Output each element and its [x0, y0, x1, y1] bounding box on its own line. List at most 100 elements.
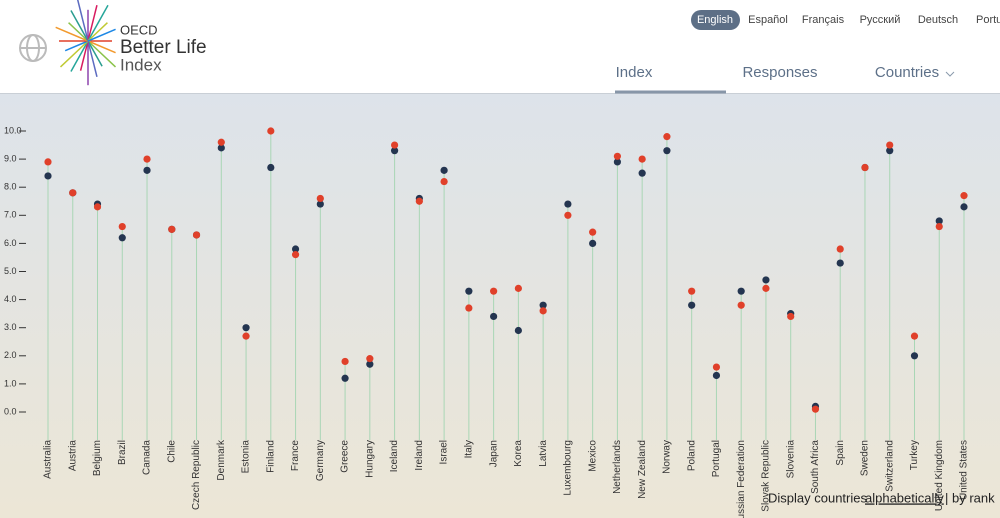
dot[interactable] [366, 360, 374, 368]
country-label[interactable]: Greece [340, 440, 351, 473]
country-label[interactable]: Czech Republic [191, 440, 202, 510]
dot[interactable] [886, 141, 894, 149]
sort-rank[interactable]: by rank [952, 490, 995, 505]
country-label[interactable]: Chile [166, 440, 177, 463]
dot[interactable] [589, 239, 597, 247]
dot[interactable] [886, 147, 894, 155]
dot[interactable] [613, 158, 622, 166]
dot[interactable] [564, 200, 572, 208]
country-label[interactable]: Estonia [241, 440, 252, 474]
country-label[interactable]: Netherlands [612, 440, 623, 494]
dot[interactable] [267, 127, 275, 135]
dot[interactable] [366, 355, 374, 363]
dot[interactable] [589, 228, 597, 236]
country-label[interactable]: Hungary [364, 440, 375, 478]
country-label[interactable]: Israel [439, 440, 450, 464]
country-label[interactable]: South Africa [810, 440, 821, 494]
dot[interactable] [490, 312, 498, 321]
country-label[interactable]: Brazil [117, 440, 128, 465]
country-label[interactable]: Germany [315, 440, 326, 481]
country-label[interactable]: United Kingdom [934, 440, 945, 511]
dot[interactable] [143, 166, 151, 174]
dot[interactable] [539, 301, 547, 309]
language[interactable]: Français [802, 14, 845, 26]
country-label[interactable]: Portugal [711, 440, 722, 477]
dot[interactable] [168, 225, 176, 233]
dot[interactable] [935, 217, 943, 225]
dot[interactable] [440, 177, 448, 186]
country-label[interactable]: United States [959, 440, 970, 500]
dot[interactable] [737, 287, 745, 295]
dot[interactable] [118, 234, 126, 242]
dot[interactable] [341, 374, 349, 382]
dot[interactable] [390, 141, 399, 149]
dot[interactable] [291, 245, 300, 253]
country-label[interactable]: Luxembourg [563, 440, 574, 496]
dot[interactable] [638, 169, 646, 177]
sort-alpha[interactable]: alphabetically [865, 490, 944, 505]
dot[interactable] [465, 287, 473, 295]
country-label[interactable]: Latvia [538, 440, 549, 467]
dot[interactable] [242, 324, 250, 332]
dot[interactable] [514, 326, 522, 335]
dot[interactable] [910, 352, 919, 360]
country-label[interactable]: Belgium [92, 440, 103, 476]
dot[interactable] [688, 287, 696, 295]
dot[interactable] [143, 155, 151, 163]
dot[interactable] [341, 357, 349, 366]
country-label[interactable]: Austria [67, 440, 78, 472]
country-label[interactable]: Norway [662, 440, 673, 474]
country-label[interactable]: Slovenia [785, 440, 796, 479]
dot[interactable] [465, 304, 473, 312]
language[interactable]: Русский [860, 14, 901, 26]
country-label[interactable]: Spain [835, 440, 846, 466]
dot[interactable] [861, 163, 869, 172]
country-label[interactable]: Denmark [216, 439, 227, 481]
dot[interactable] [316, 200, 324, 208]
dot[interactable] [836, 245, 844, 253]
dot[interactable] [44, 172, 52, 180]
country-label[interactable]: Japan [488, 440, 499, 467]
dot[interactable] [514, 284, 522, 292]
country-label[interactable]: Ireland [414, 440, 425, 471]
dot[interactable] [688, 301, 696, 309]
dot[interactable] [316, 194, 324, 203]
country-label[interactable]: New Zealand [637, 440, 648, 499]
dot[interactable] [291, 251, 300, 259]
dot[interactable] [638, 155, 646, 163]
dot[interactable] [762, 276, 770, 284]
country-label[interactable]: Poland [686, 440, 697, 471]
dot[interactable] [737, 301, 745, 309]
dot[interactable] [415, 197, 423, 205]
dot[interactable] [440, 166, 448, 174]
country-label[interactable]: Turkey [909, 440, 920, 470]
dot[interactable] [564, 211, 572, 219]
language[interactable]: Português [976, 14, 1000, 26]
dot[interactable] [192, 231, 201, 239]
dot[interactable] [217, 138, 225, 146]
language[interactable]: Deutsch [918, 14, 958, 26]
country-label[interactable]: Italy [464, 440, 475, 458]
country-label[interactable]: France [290, 440, 301, 472]
dot[interactable] [960, 192, 968, 200]
dot[interactable] [267, 163, 275, 172]
dot[interactable] [242, 332, 250, 340]
dot[interactable] [935, 222, 943, 231]
dot[interactable] [663, 147, 671, 155]
dot[interactable] [539, 307, 547, 315]
country-label[interactable]: Canada [142, 440, 153, 475]
nav-item[interactable]: Index [616, 64, 653, 81]
dot[interactable] [663, 133, 671, 141]
language[interactable]: Español [748, 14, 788, 26]
dot[interactable] [93, 203, 102, 211]
country-label[interactable]: Russian Federation [736, 440, 747, 518]
country-label[interactable]: Iceland [389, 440, 400, 472]
dot[interactable] [217, 144, 225, 152]
country-label[interactable]: Finland [265, 440, 276, 473]
dot[interactable] [118, 222, 126, 231]
dot[interactable] [787, 312, 795, 321]
dot[interactable] [69, 189, 77, 197]
dot[interactable] [390, 147, 399, 155]
dot[interactable] [490, 287, 498, 295]
dot[interactable] [811, 405, 820, 413]
